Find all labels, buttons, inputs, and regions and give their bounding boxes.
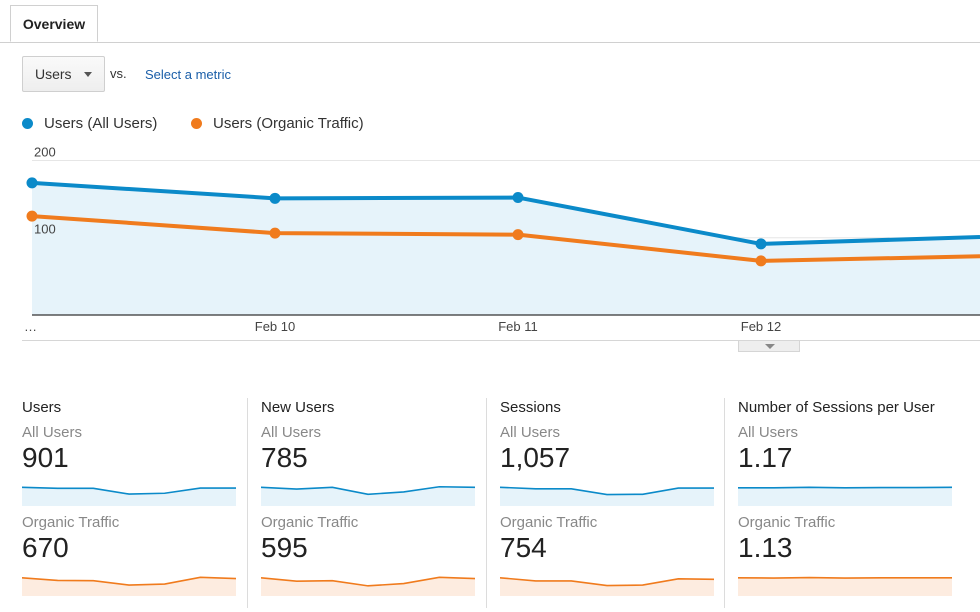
metric-value: 785 bbox=[261, 442, 308, 473]
legend-label-all-users: Users (All Users) bbox=[44, 115, 158, 132]
sparkline-line bbox=[22, 486, 236, 495]
scorecard[interactable]: Sessions All Users 1,057 Organic Traffic 754 bbox=[486, 398, 726, 608]
y-tick-label: 200 bbox=[34, 144, 56, 159]
y-tick-label: 100 bbox=[34, 222, 56, 237]
select-metric-link[interactable]: Select a metric bbox=[145, 67, 231, 82]
scorecard-title: Users bbox=[22, 399, 62, 416]
sparkline bbox=[261, 485, 475, 506]
chart-expand-toggle[interactable] bbox=[738, 341, 800, 352]
sparkline-line bbox=[261, 576, 475, 587]
metric-value: 1,057 bbox=[500, 442, 571, 473]
legend-item-all-users[interactable]: Users (All Users) bbox=[22, 115, 157, 132]
chart-divider bbox=[22, 340, 980, 341]
data-point-all-users bbox=[755, 238, 767, 250]
scorecard[interactable]: Users All Users 901 Organic Traffic 670 bbox=[22, 398, 248, 608]
legend-dot-organic bbox=[191, 118, 202, 129]
sparkline bbox=[500, 486, 714, 506]
x-tick-label: Feb 10 bbox=[255, 319, 295, 334]
data-point-organic bbox=[512, 229, 524, 241]
data-point-organic bbox=[269, 227, 281, 239]
metric-value: 1.13 bbox=[738, 532, 793, 563]
line-chart[interactable]: 200 100 … Feb 10 Feb 11 Feb 12 bbox=[0, 140, 980, 340]
series-area-all-users bbox=[32, 182, 980, 315]
metric-value: 754 bbox=[500, 532, 547, 563]
metric-select-value: Users bbox=[35, 66, 72, 82]
scorecard-divider bbox=[247, 398, 248, 608]
segment-label: Organic Traffic bbox=[500, 514, 598, 531]
sparkline bbox=[738, 486, 952, 506]
segment-label: All Users bbox=[261, 424, 322, 441]
scorecard-divider bbox=[486, 398, 487, 608]
segment-label: All Users bbox=[500, 424, 561, 441]
metric-select[interactable]: Users bbox=[22, 56, 105, 92]
sparkline bbox=[261, 576, 475, 596]
sparkline-area bbox=[738, 577, 952, 596]
scorecard-title: Number of Sessions per User bbox=[738, 399, 935, 416]
sparkline bbox=[738, 576, 952, 596]
scorecard[interactable]: Number of Sessions per User All Users 1.17… bbox=[724, 398, 964, 608]
sparkline-area bbox=[738, 487, 952, 506]
legend-label-organic: Users (Organic Traffic) bbox=[213, 115, 364, 132]
scorecard[interactable]: New Users All Users 785 Organic Traffic 595 bbox=[247, 398, 487, 608]
x-tick-label: Feb 11 bbox=[498, 319, 538, 334]
chevron-down-icon bbox=[84, 72, 92, 77]
segment-label: Organic Traffic bbox=[738, 514, 836, 531]
x-tick-label: … bbox=[24, 319, 37, 334]
sparkline-area bbox=[500, 487, 714, 506]
sparkline-area bbox=[22, 487, 236, 506]
vs-label: vs. bbox=[110, 66, 127, 81]
data-point-all-users bbox=[512, 192, 524, 204]
sparkline bbox=[22, 576, 236, 596]
data-point-organic bbox=[755, 255, 767, 267]
segment-label: All Users bbox=[738, 424, 799, 441]
scorecard-title: Sessions bbox=[500, 399, 561, 416]
segment-label: All Users bbox=[22, 424, 83, 441]
data-point-organic bbox=[26, 210, 38, 222]
segment-label: Organic Traffic bbox=[22, 514, 120, 531]
sparkline-line bbox=[500, 577, 714, 587]
metric-value: 1.17 bbox=[738, 442, 793, 473]
legend-item-organic[interactable]: Users (Organic Traffic) bbox=[191, 115, 364, 132]
metric-value: 901 bbox=[22, 442, 69, 473]
tab-overview[interactable]: Overview bbox=[10, 5, 98, 42]
scorecard-divider bbox=[724, 398, 725, 608]
data-point-all-users bbox=[269, 192, 281, 204]
sparkline bbox=[22, 486, 236, 506]
sparkline-line bbox=[738, 576, 952, 579]
data-point-all-users bbox=[26, 177, 38, 189]
sparkline-line bbox=[22, 576, 236, 586]
triangle-down-icon bbox=[765, 344, 775, 349]
sparkline-area bbox=[22, 577, 236, 596]
metric-value: 595 bbox=[261, 532, 308, 563]
sparkline bbox=[500, 577, 714, 596]
sparkline-area bbox=[261, 486, 475, 506]
legend-dot-all-users bbox=[22, 118, 33, 129]
x-tick-label: Feb 12 bbox=[741, 319, 781, 334]
segment-label: Organic Traffic bbox=[261, 514, 359, 531]
sparkline-line bbox=[500, 486, 714, 496]
sparkline-line bbox=[738, 486, 952, 489]
scorecard-title: New Users bbox=[261, 399, 335, 416]
sparkline-line bbox=[261, 485, 475, 496]
tab-bar: Overview bbox=[0, 0, 980, 43]
metric-value: 670 bbox=[22, 532, 69, 563]
